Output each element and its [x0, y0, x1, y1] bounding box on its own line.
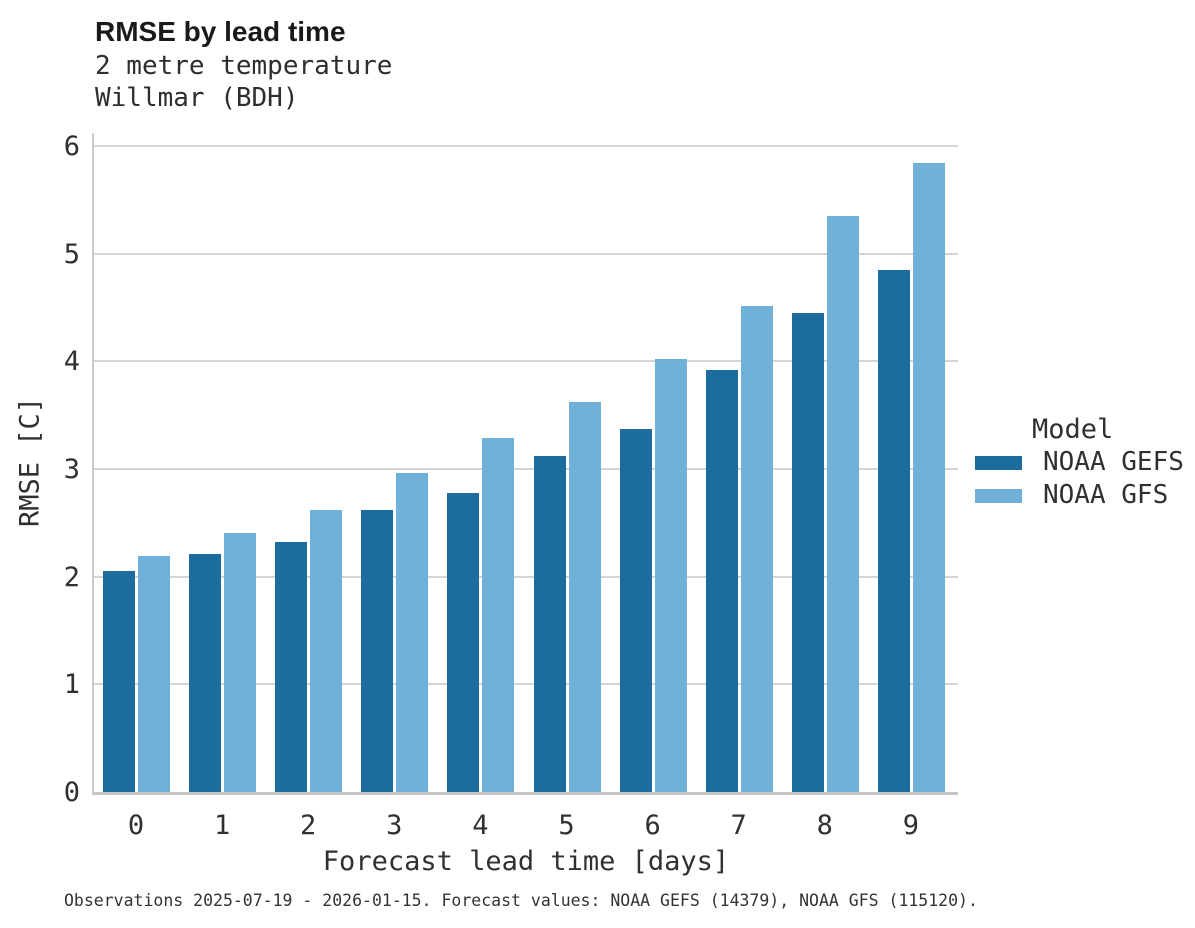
chart-subtitle-variable: 2 metre temperature	[95, 51, 393, 81]
gridline-y-2	[94, 575, 958, 578]
y-tick-label-5: 5	[63, 238, 80, 270]
x-axis-label: Forecast lead time [days]	[322, 846, 730, 877]
legend-label-noaa-gefs: NOAA GEFS	[1043, 447, 1184, 477]
bar-noaa-gfs-lead-4	[482, 438, 515, 792]
bar-noaa-gfs-lead-5	[568, 402, 601, 792]
bar-noaa-gfs-lead-2	[310, 510, 343, 792]
bar-noaa-gefs-lead-7	[705, 370, 738, 792]
x-tick-label-5: 5	[558, 810, 575, 841]
x-tick-label-4: 4	[472, 810, 489, 841]
bar-noaa-gefs-lead-4	[447, 493, 480, 792]
bar-noaa-gfs-lead-1	[224, 533, 257, 792]
bar-noaa-gfs-lead-9	[912, 163, 945, 792]
gridline-y-3	[94, 468, 958, 470]
bar-noaa-gefs-lead-8	[791, 313, 824, 792]
bar-noaa-gfs-lead-3	[396, 473, 429, 792]
y-tick-label-3: 3	[63, 453, 80, 485]
x-tick-label-0: 0	[127, 810, 145, 841]
bar-noaa-gfs-lead-7	[740, 306, 773, 792]
chart-subtitle-station: Willmar (BDH)	[95, 83, 299, 113]
y-tick-label-6: 6	[63, 130, 80, 162]
x-tick-label-2: 2	[300, 810, 317, 841]
x-tick-label-6: 6	[644, 810, 661, 841]
y-tick-label-1: 1	[63, 669, 80, 701]
footnote: Observations 2025-07-19 - 2026-01-15. Fo…	[64, 891, 978, 910]
bar-noaa-gefs-lead-3	[361, 510, 394, 792]
x-tick-label-1: 1	[213, 810, 231, 841]
plot-area	[94, 133, 958, 792]
bar-noaa-gefs-lead-1	[189, 554, 222, 792]
gridline-y-5	[94, 252, 958, 255]
legend-title: Model	[1032, 414, 1114, 445]
bar-noaa-gefs-lead-2	[275, 542, 308, 792]
gridline-y-1	[94, 683, 958, 686]
bar-noaa-gfs-lead-0	[138, 556, 170, 792]
gridline-y-4	[94, 360, 958, 363]
gridline-y-6	[94, 144, 958, 147]
y-tick-label-0: 0	[63, 777, 80, 808]
legend-swatch-noaa-gefs	[975, 456, 1022, 470]
bar-noaa-gefs-lead-9	[877, 270, 910, 792]
bar-noaa-gfs-lead-6	[654, 359, 687, 792]
y-axis-spine	[92, 133, 94, 792]
bar-noaa-gfs-lead-8	[826, 216, 859, 792]
x-tick-label-3: 3	[386, 810, 403, 841]
x-tick-label-9: 9	[902, 810, 920, 841]
x-tick-label-7: 7	[730, 810, 747, 841]
legend-swatch-noaa-gfs	[975, 489, 1022, 503]
bar-noaa-gefs-lead-6	[619, 429, 652, 792]
legend-label-noaa-gfs: NOAA GFS	[1043, 480, 1169, 510]
bar-noaa-gefs-lead-5	[533, 456, 566, 792]
y-tick-label-4: 4	[63, 346, 80, 378]
x-tick-label-8: 8	[816, 810, 833, 841]
chart-title: RMSE by lead time	[95, 16, 346, 47]
x-axis-spine	[92, 792, 958, 795]
bar-noaa-gefs-lead-0	[103, 571, 135, 792]
y-tick-label-2: 2	[63, 561, 80, 593]
